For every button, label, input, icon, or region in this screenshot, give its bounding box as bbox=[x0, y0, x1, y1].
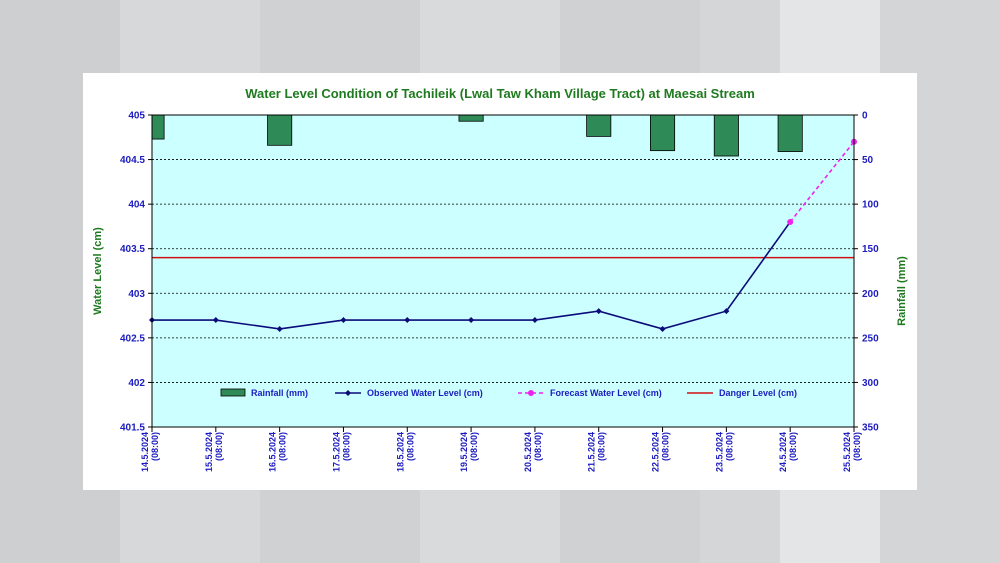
observed-point bbox=[276, 325, 283, 332]
observed-point bbox=[595, 308, 602, 315]
x-tick-label-date: 22.5.2024 bbox=[651, 432, 661, 472]
x-tick-label-time: (08:00) bbox=[278, 432, 288, 461]
observed-point bbox=[531, 317, 538, 324]
x-tick-label-date: 19.5.2024 bbox=[459, 432, 469, 472]
x-tick-label-time: (08:00) bbox=[788, 432, 798, 461]
forecast-water-level-line bbox=[789, 141, 855, 223]
y2-tick-label: 0 bbox=[862, 111, 868, 122]
x-tick-label-date: 20.5.2024 bbox=[523, 432, 533, 472]
y-tick-label: 403.5 bbox=[120, 244, 145, 255]
x-tick-label-date: 25.5.2024 bbox=[842, 432, 852, 472]
y-tick-label: 402.5 bbox=[120, 333, 145, 344]
observed-point bbox=[212, 317, 219, 324]
legend-forecast-label: Forecast Water Level (cm) bbox=[550, 388, 662, 398]
observed-point bbox=[468, 317, 475, 324]
observed-point bbox=[404, 317, 411, 324]
rainfall-bar bbox=[777, 114, 803, 152]
observed-point bbox=[723, 308, 730, 315]
y2-tick-label: 300 bbox=[862, 378, 879, 389]
legend-rainfall-label: Rainfall (mm) bbox=[251, 388, 308, 398]
y2-axis-label: Rainfall (mm) bbox=[896, 256, 908, 326]
x-tick-label-time: (08:00) bbox=[150, 432, 160, 461]
legend-observed-label: Observed Water Level (cm) bbox=[367, 388, 483, 398]
plot-frame bbox=[151, 114, 855, 428]
x-tick-label-time: (08:00) bbox=[533, 432, 543, 461]
legend-forecast-marker bbox=[528, 390, 534, 396]
legend-observed-marker bbox=[345, 390, 351, 396]
observed-point bbox=[659, 325, 666, 332]
x-tick-label-date: 16.5.2024 bbox=[268, 432, 278, 472]
rainfall-bar bbox=[151, 114, 165, 140]
rainfall-bar bbox=[713, 114, 739, 157]
x-tick-label-time: (08:00) bbox=[661, 432, 671, 461]
water-level-chart: Water Level Condition of Tachileik (Lwal… bbox=[92, 86, 908, 472]
x-tick-label-time: (08:00) bbox=[852, 432, 862, 461]
rainfall-bar bbox=[650, 114, 676, 152]
y2-tick-label: 100 bbox=[862, 200, 879, 211]
y2-tick-label: 50 bbox=[862, 155, 874, 166]
y2-tick-label: 150 bbox=[862, 244, 879, 255]
y2-tick-label: 250 bbox=[862, 333, 879, 344]
y-tick-label: 402 bbox=[128, 378, 145, 389]
x-tick-label-time: (08:00) bbox=[341, 432, 351, 461]
y2-tick-label: 350 bbox=[862, 423, 879, 434]
rainfall-bar bbox=[458, 114, 484, 122]
x-tick-label-date: 17.5.2024 bbox=[331, 432, 341, 472]
rainfall-bar bbox=[267, 114, 293, 146]
y-tick-label: 405 bbox=[128, 111, 145, 122]
x-tick-label-time: (08:00) bbox=[724, 432, 734, 461]
y-axis-label: Water Level (cm) bbox=[92, 227, 104, 315]
x-tick-label-time: (08:00) bbox=[469, 432, 479, 461]
x-tick-label-date: 18.5.2024 bbox=[395, 432, 405, 472]
x-tick-label-time: (08:00) bbox=[214, 432, 224, 461]
plot-area bbox=[152, 115, 854, 427]
y-tick-label: 403 bbox=[128, 289, 145, 300]
y-tick-label: 404.5 bbox=[120, 155, 145, 166]
x-tick-label-date: 15.5.2024 bbox=[204, 432, 214, 472]
forecast-point bbox=[787, 218, 794, 225]
x-tick-label-time: (08:00) bbox=[597, 432, 607, 461]
x-tick-label-date: 21.5.2024 bbox=[587, 432, 597, 472]
legend-danger-label: Danger Level (cm) bbox=[719, 388, 797, 398]
y-tick-label: 404 bbox=[128, 200, 145, 211]
y-tick-label: 401.5 bbox=[120, 423, 145, 434]
rainfall-bar bbox=[586, 114, 612, 137]
chart-panel: Water Level Condition of Tachileik (Lwal… bbox=[83, 73, 917, 490]
y2-tick-label: 200 bbox=[862, 289, 879, 300]
chart-title: Water Level Condition of Tachileik (Lwal… bbox=[245, 86, 755, 101]
x-tick-label-date: 14.5.2024 bbox=[140, 432, 150, 472]
x-tick-label-date: 24.5.2024 bbox=[778, 432, 788, 472]
legend-rainfall-swatch bbox=[220, 388, 246, 397]
x-tick-label-time: (08:00) bbox=[405, 432, 415, 461]
observed-point bbox=[340, 317, 347, 324]
x-tick-label-date: 23.5.2024 bbox=[714, 432, 724, 472]
